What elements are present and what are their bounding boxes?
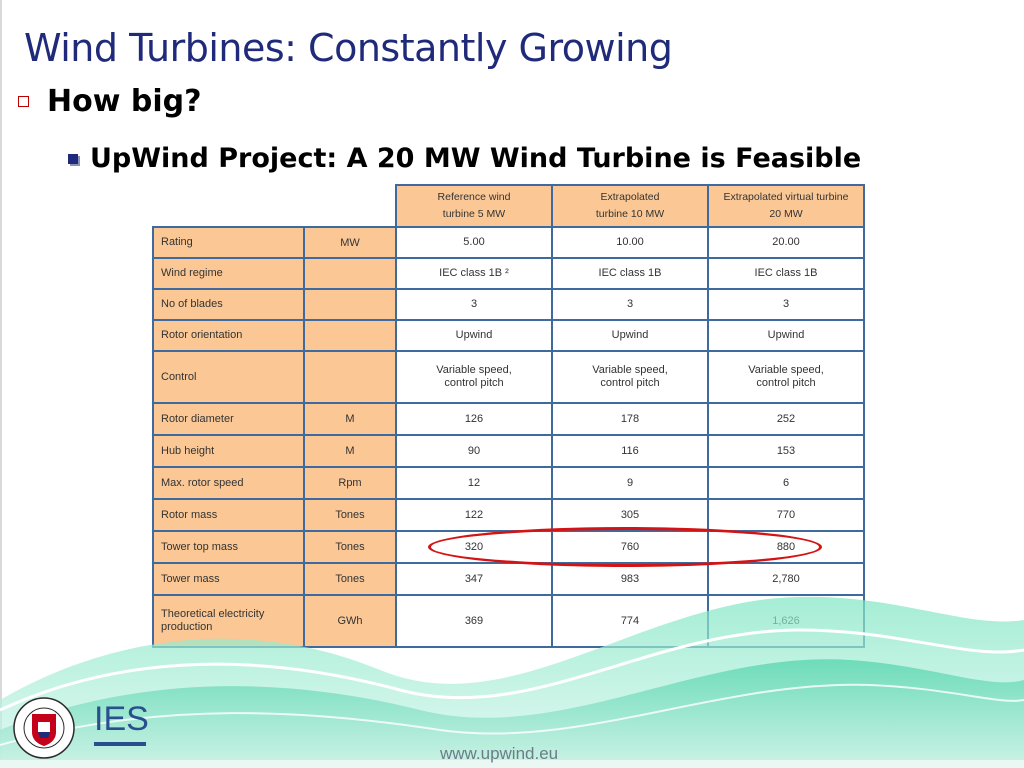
table-row: Tower mass Tones 347 983 2,780 [152,562,865,596]
row-unit: Tones [303,498,397,532]
row-value: IEC class 1B [551,257,709,290]
bullet-level-1-text: How big? [47,84,202,119]
table-row: Rotor diameter M 126 178 252 [152,402,865,436]
row-value: 10.00 [551,226,709,259]
table-header-row: Reference wind turbine 5 MW Extrapolated tu… [153,184,865,228]
bullet-level-2-text: UpWind Project: A 20 MW Wind Turbine is … [90,143,862,174]
row-value: Upwind [395,319,553,352]
row-label: Max. rotor speed [152,466,305,500]
row-value: 770 [707,498,865,532]
row-label: Wind regime [152,257,305,290]
row-unit: M [303,434,397,468]
row-value: 2,780 [707,562,865,596]
turbine-comparison-table: Reference wind turbine 5 MW Extrapolated tu… [152,184,865,648]
university-crest-icon [13,697,75,759]
row-value: 3 [395,288,553,321]
row-label: Rotor diameter [152,402,305,436]
row-value: Variable speed, control pitch [551,350,709,404]
row-label: Tower top mass [152,530,305,564]
slide-title: Wind Turbines: Constantly Growing [24,26,673,70]
row-value: Upwind [707,319,865,352]
row-unit [303,288,397,321]
table-row: Rating MW 5.00 10.00 20.00 [152,226,865,259]
row-unit [303,319,397,352]
ies-logo: IES [94,700,149,738]
ies-logo-underline [94,742,146,746]
row-unit: Tones [303,530,397,564]
table-row: No of blades 3 3 3 [152,288,865,321]
row-unit [303,257,397,290]
row-unit [303,350,397,404]
column-header-line: Extrapolated virtual turbine [723,191,849,203]
row-value: 12 [395,466,553,500]
row-value: 116 [551,434,709,468]
row-value: 983 [551,562,709,596]
column-header-line: 20 MW [769,208,803,220]
row-value: IEC class 1B ² [395,257,553,290]
wave-decoration [0,596,1024,768]
row-value: 3 [551,288,709,321]
row-value: 9 [551,466,709,500]
row-value: 20.00 [707,226,865,259]
column-header-line: Extrapolated [600,191,660,203]
row-label: Rating [152,226,305,259]
row-value: 153 [707,434,865,468]
table-column-header: Extrapolated virtual turbine 20 MW [707,184,865,228]
tower-top-mass-highlight-ellipse [428,527,822,567]
row-unit: GWh [303,594,397,648]
bullet-level-2: UpWind Project: A 20 MW Wind Turbine is … [68,143,861,174]
row-value: 122 [395,498,553,532]
row-unit: Rpm [303,466,397,500]
row-value: 3 [707,288,865,321]
row-value: 126 [395,402,553,436]
table-row: Hub height M 90 116 153 [152,434,865,468]
row-value: 347 [395,562,553,596]
row-value: 5.00 [395,226,553,259]
row-label: Control [152,350,305,404]
bullet-level-1: How big? [18,84,202,119]
table-column-header: Reference wind turbine 5 MW [395,184,553,228]
row-label: Hub height [152,434,305,468]
footer-url: www.upwind.eu [440,744,559,763]
row-unit: Tones [303,562,397,596]
table-blank-cell [153,185,304,227]
slide-left-border [0,0,2,768]
table-row: Wind regime IEC class 1B ² IEC class 1B IEC… [152,257,865,290]
row-value: 178 [551,402,709,436]
row-value: Variable speed, control pitch [707,350,865,404]
row-value: Variable speed, control pitch [395,350,553,404]
table-column-header: Extrapolated turbine 10 MW [551,184,709,228]
row-value: 6 [707,466,865,500]
row-value: Upwind [551,319,709,352]
row-label: Tower mass [152,562,305,596]
table-row: Control Variable speed, control pitch Vari… [152,350,865,404]
row-label: No of blades [152,288,305,321]
column-header-line: turbine 5 MW [442,208,506,220]
row-value: 369 [395,594,553,648]
row-value: 90 [395,434,553,468]
column-header-line: turbine 10 MW [595,208,665,220]
table-row: Rotor mass Tones 122 305 770 [152,498,865,532]
row-value: IEC class 1B [707,257,865,290]
row-value: 252 [707,402,865,436]
table-row: Max. rotor speed Rpm 12 9 6 [152,466,865,500]
row-unit: MW [303,226,397,259]
row-label: Rotor mass [152,498,305,532]
column-header-line: Reference wind [437,191,511,203]
table-blank-cell [304,185,396,227]
row-label: Rotor orientation [152,319,305,352]
hollow-square-bullet-icon [18,96,29,107]
filled-square-bullet-icon [68,153,78,164]
row-unit: M [303,402,397,436]
table-row: Rotor orientation Upwind Upwind Upwind [152,319,865,352]
